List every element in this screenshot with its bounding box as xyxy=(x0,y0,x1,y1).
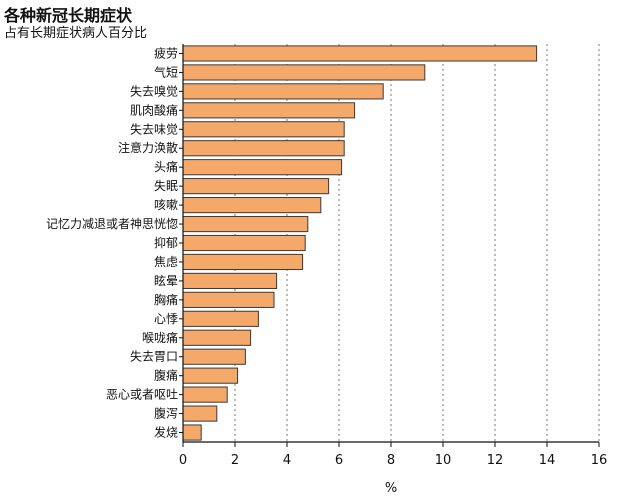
bar-17 xyxy=(182,367,239,384)
category-label-2: 失去嗅觉 xyxy=(130,83,178,98)
x-tick-label-3: 6 xyxy=(335,453,343,468)
category-label-15: 喉咙痛 xyxy=(142,330,178,345)
category-label-9: 记忆力减退或者神思恍惚 xyxy=(46,216,178,231)
bar-4 xyxy=(182,121,345,138)
chart-title: 各种新冠长期症状 xyxy=(4,6,133,25)
category-label-19: 腹泻 xyxy=(154,407,178,421)
category-label-13: 胸痛 xyxy=(154,292,178,307)
bar-19 xyxy=(182,405,218,422)
chart-subtitle: 占有长期症状病人百分比 xyxy=(4,26,148,41)
category-label-12: 眩晕 xyxy=(154,273,178,288)
bar-5 xyxy=(182,140,345,157)
category-label-16: 失去胃口 xyxy=(130,349,178,364)
bar-12 xyxy=(182,272,278,289)
category-label-6: 头痛 xyxy=(154,159,178,174)
category-label-5: 注意力涣散 xyxy=(118,140,178,155)
x-tick-label-6: 12 xyxy=(487,453,504,468)
category-label-8: 咳嗽 xyxy=(154,198,178,212)
bar-7 xyxy=(182,178,330,195)
category-label-1: 气短 xyxy=(154,64,178,79)
x-tick-label-1: 2 xyxy=(231,453,239,468)
category-label-10: 抑郁 xyxy=(154,235,178,250)
bar-10 xyxy=(182,234,306,252)
category-label-17: 腹痛 xyxy=(154,368,178,383)
bar-15 xyxy=(182,329,252,346)
bar-18 xyxy=(182,386,228,403)
bar-1 xyxy=(182,64,426,81)
category-label-14: 心悸 xyxy=(154,312,178,326)
category-label-4: 失去味觉 xyxy=(130,121,178,136)
x-tick-label-5: 10 xyxy=(435,453,452,468)
category-label-3: 肌肉酸痛 xyxy=(130,102,178,117)
bar-8 xyxy=(182,197,322,214)
x-axis-label: % xyxy=(385,481,397,496)
x-tick-label-4: 8 xyxy=(387,453,395,468)
category-label-7: 失眠 xyxy=(154,178,178,193)
x-tick-label-0: 0 xyxy=(179,453,187,468)
bar-14 xyxy=(182,310,259,327)
x-tick-label-7: 14 xyxy=(539,453,556,468)
x-tick-label-8: 16 xyxy=(591,453,608,468)
bar-9 xyxy=(182,215,309,233)
bar-0 xyxy=(182,45,538,62)
category-label-20: 发烧 xyxy=(154,425,178,440)
bar-3 xyxy=(182,102,356,119)
category-label-0: 疲劳 xyxy=(154,45,178,60)
bar-13 xyxy=(182,291,275,308)
bar-16 xyxy=(182,348,246,365)
category-label-11: 焦虑 xyxy=(154,255,178,269)
category-label-18: 恶心或者呕吐 xyxy=(106,388,178,402)
bar-6 xyxy=(182,159,343,176)
bar-2 xyxy=(182,83,384,100)
bar-11 xyxy=(182,253,304,271)
bar-20 xyxy=(182,424,202,441)
x-tick-label-2: 4 xyxy=(283,453,291,468)
